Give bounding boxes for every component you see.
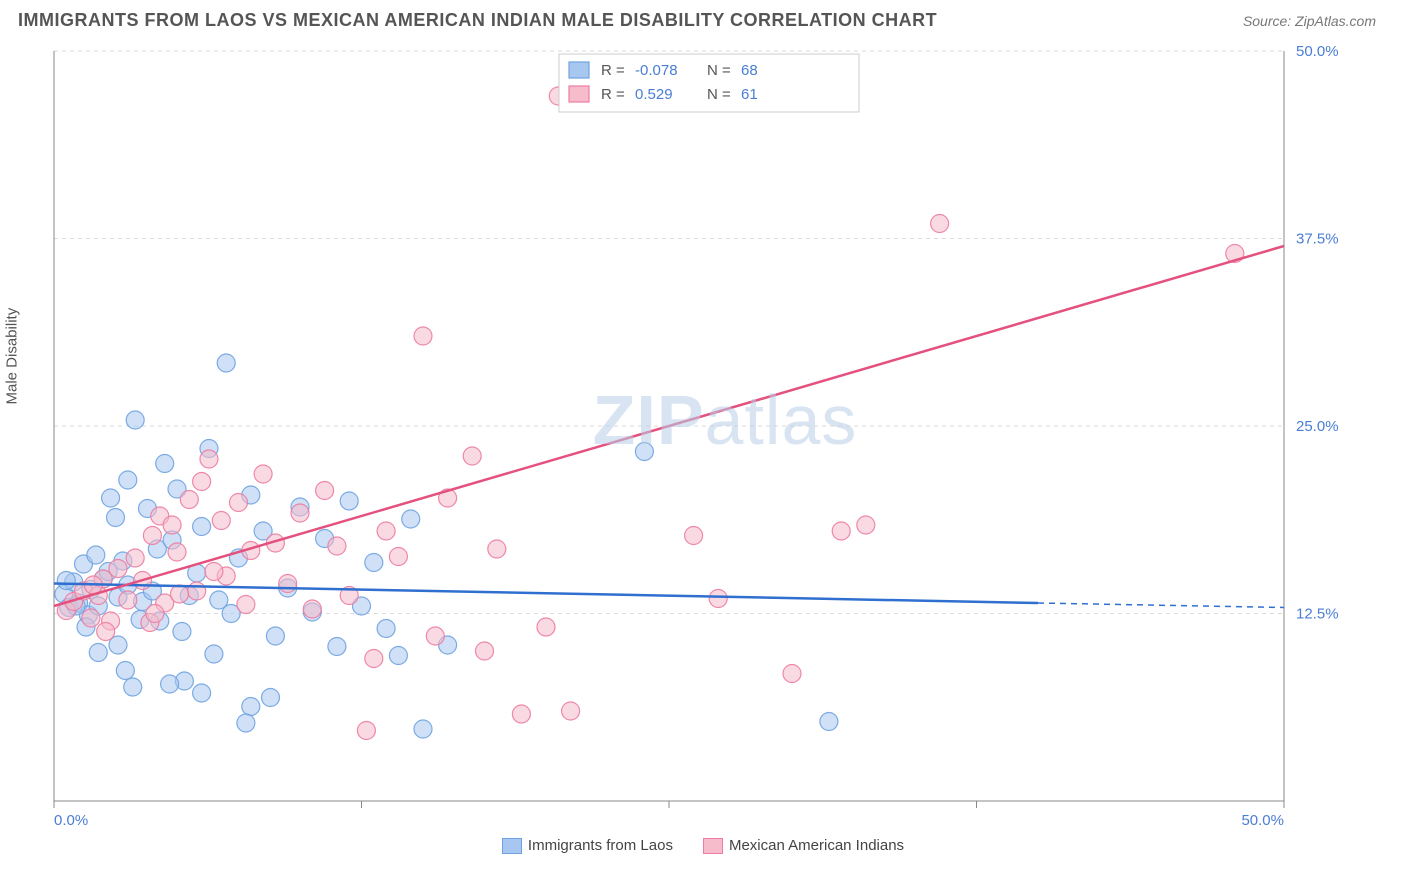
svg-text:25.0%: 25.0% bbox=[1296, 418, 1339, 435]
legend-swatch bbox=[502, 838, 522, 854]
svg-text:37.5%: 37.5% bbox=[1296, 231, 1339, 248]
legend-label: Mexican American Indians bbox=[729, 837, 904, 854]
source-name: ZipAtlas.com bbox=[1295, 13, 1376, 29]
y-axis-label: Male Disability bbox=[4, 308, 21, 405]
svg-text:-0.078: -0.078 bbox=[635, 62, 678, 79]
svg-text:R =: R = bbox=[601, 62, 625, 79]
svg-text:50.0%: 50.0% bbox=[1296, 43, 1339, 60]
legend-label: Immigrants from Laos bbox=[528, 837, 673, 854]
svg-text:N =: N = bbox=[707, 86, 731, 103]
legend-item: Immigrants from Laos bbox=[502, 837, 673, 854]
svg-text:61: 61 bbox=[741, 86, 758, 103]
legend-item: Mexican American Indians bbox=[703, 837, 904, 854]
legend-swatch bbox=[703, 838, 723, 854]
source-credit: Source: ZipAtlas.com bbox=[1243, 13, 1376, 29]
source-label: Source: bbox=[1243, 13, 1291, 29]
svg-text:0.0%: 0.0% bbox=[54, 812, 88, 829]
svg-text:0.529: 0.529 bbox=[635, 86, 673, 103]
svg-text:12.5%: 12.5% bbox=[1296, 606, 1339, 623]
svg-text:R =: R = bbox=[601, 86, 625, 103]
svg-text:50.0%: 50.0% bbox=[1241, 812, 1284, 829]
scatter-chart: 0.0% 50.0% 12.5% 25.0% 37.5% 50.0% R = -0.078 N … bbox=[44, 41, 1354, 831]
chart-title: IMMIGRANTS FROM LAOS VS MEXICAN AMERICAN… bbox=[18, 10, 937, 31]
bottom-legend: Immigrants from Laos Mexican American Ind… bbox=[0, 837, 1406, 854]
svg-text:68: 68 bbox=[741, 62, 758, 79]
svg-text:N =: N = bbox=[707, 62, 731, 79]
